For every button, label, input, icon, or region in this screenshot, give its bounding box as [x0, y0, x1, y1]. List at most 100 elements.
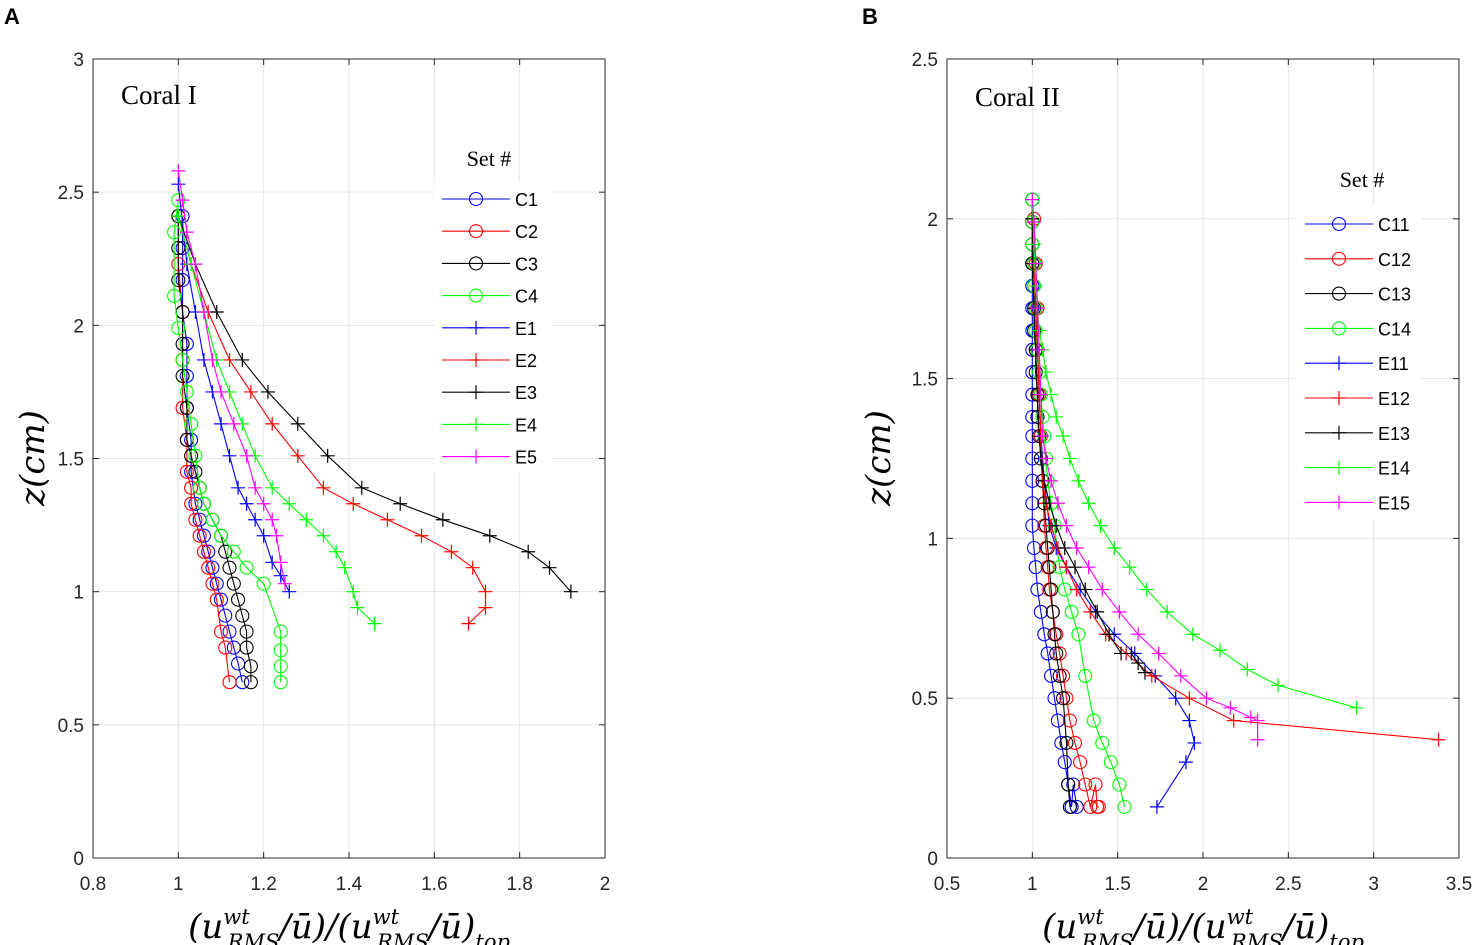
data-point-c12: [1083, 799, 1098, 814]
ticks-a: 0.8 1 1.2 1.4 1.6 1.8 2 0 0.5 1 1.5 2 2.5 3: [58, 50, 611, 895]
data-point-e15: [1032, 342, 1047, 357]
data-point-c11: [1037, 627, 1052, 642]
data-point-e15: [1223, 700, 1238, 715]
legend-label: E5: [515, 448, 537, 468]
data-point-e2: [478, 584, 493, 599]
y-axis-label-a: z(cm): [13, 410, 53, 507]
data-point-e11: [1182, 713, 1197, 728]
legend-marker: [469, 353, 483, 367]
data-point-e15: [1059, 518, 1074, 533]
data-point-c12: [1062, 713, 1077, 728]
data-point-e5: [205, 352, 220, 367]
data-point-c3: [231, 592, 246, 607]
y-tick-label: 2.5: [58, 183, 84, 204]
data-point-e2: [461, 616, 476, 631]
data-point-c2: [209, 592, 224, 607]
data-point-c3: [179, 400, 194, 415]
data-point-c4: [179, 384, 194, 399]
legend-marker: [1332, 425, 1346, 440]
legend-item-c3: C3: [442, 254, 538, 274]
data-point-e14: [1056, 429, 1071, 444]
plot-title-b: Coral II: [975, 82, 1060, 112]
data-point-e1: [214, 416, 228, 431]
data-point-e11: [1178, 755, 1193, 770]
data-point-c13: [1042, 560, 1057, 575]
series-line-c4: [173, 200, 282, 683]
data-point-c12: [1059, 691, 1074, 706]
legend-item-c12: C12: [1305, 250, 1411, 270]
series-line-c1: [182, 216, 243, 683]
data-point-e1: [248, 512, 263, 527]
legend-marker: [469, 385, 483, 400]
data-point-e2: [222, 352, 237, 367]
data-point-c13: [1056, 691, 1071, 706]
data-point-e1: [231, 480, 246, 495]
data-point-c1: [179, 368, 194, 383]
legend-box-a: [434, 182, 552, 472]
panel-b: B 0.5 1 1.5 2 2.5 3 3.5 0 0.5 1 1.5 2 2.5 Coral II S…: [859, 4, 1472, 945]
legend-marker: [469, 417, 483, 432]
y-tick-label: 0: [927, 849, 938, 870]
data-point-c11: [1026, 540, 1042, 556]
data-point-c11: [1044, 668, 1059, 683]
data-point-e4: [367, 616, 382, 631]
data-point-e13: [1102, 627, 1117, 642]
series-e15: [1025, 192, 1265, 747]
data-point-e3: [563, 584, 578, 599]
x-tick-label: 3.5: [1446, 874, 1472, 895]
data-point-c12: [1052, 646, 1067, 661]
data-point-e14: [1349, 700, 1364, 715]
data-point-c3: [175, 368, 190, 383]
legend-marker: [1332, 356, 1346, 371]
series-e5: [171, 163, 292, 591]
data-point-c2: [213, 624, 229, 639]
data-point-c11: [1054, 735, 1069, 750]
data-point-e15: [1069, 540, 1084, 555]
data-point-c11: [1047, 691, 1062, 706]
data-point-e3: [521, 544, 536, 559]
data-point-e2: [290, 448, 305, 463]
data-point-e15: [1095, 582, 1110, 597]
data-point-c1: [196, 528, 211, 543]
data-point-c12: [1067, 735, 1083, 750]
data-point-e5: [248, 480, 263, 495]
legend-marker: [469, 449, 483, 464]
data-point-c3: [175, 336, 190, 352]
data-point-e5: [256, 496, 271, 511]
data-point-e15: [1151, 646, 1166, 661]
data-point-e2: [478, 600, 493, 615]
series-line-e14: [1031, 199, 1357, 709]
legend-item-c4: C4: [442, 287, 538, 307]
data-point-e15: [1028, 256, 1043, 271]
legend-label: C2: [515, 222, 538, 242]
data-point-e5: [188, 257, 203, 272]
legend-b: Set # C11 C12 C13 C14 E11 E12 E13 E14 E15: [1297, 167, 1421, 521]
series-e1: [171, 177, 297, 599]
y-axis-label-b: z(cm): [859, 410, 899, 507]
data-point-c13: [1049, 646, 1064, 661]
legend-item-e14: E14: [1305, 459, 1410, 479]
data-point-c4: [167, 288, 182, 304]
ticks-b: 0.5 1 1.5 2 2.5 3 3.5 0 0.5 1 1.5 2 2.5: [912, 50, 1473, 895]
data-point-e15: [1081, 560, 1096, 575]
legend-title-b: Set #: [1340, 167, 1385, 192]
data-point-c3: [226, 576, 241, 591]
data-point-e2: [265, 416, 280, 431]
legend-marker: [1331, 216, 1347, 232]
data-point-e2: [414, 528, 429, 543]
legend-marker: [468, 191, 484, 207]
data-point-c4: [273, 659, 288, 674]
data-point-e12: [1182, 691, 1197, 706]
x-tick-label: 3: [1368, 874, 1379, 895]
legend-title-a: Set #: [467, 146, 512, 171]
legend-marker: [1332, 495, 1346, 510]
legend-item-c14: C14: [1305, 319, 1411, 339]
data-point-e13: [1131, 656, 1146, 671]
legend-label: E4: [515, 415, 537, 435]
data-point-e5: [269, 528, 284, 543]
data-point-c11: [1025, 518, 1040, 533]
data-point-c4: [273, 675, 288, 690]
data-point-e13: [1078, 582, 1093, 597]
data-point-e3: [435, 512, 450, 527]
